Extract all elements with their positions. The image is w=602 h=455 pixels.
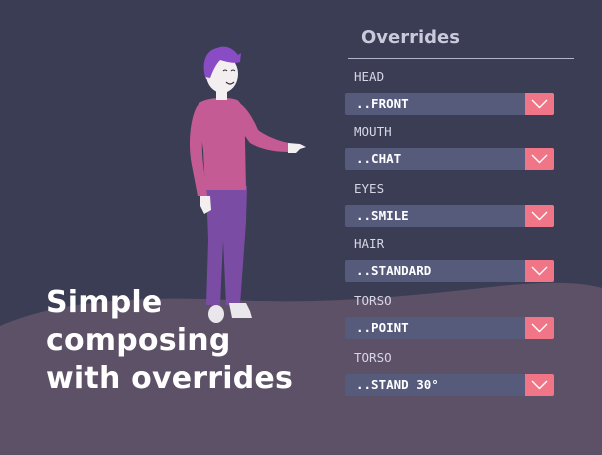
chevron-down-icon [531,211,548,221]
dropdown-button[interactable] [525,148,554,170]
chevron-down-icon [531,154,548,164]
chevron-down-icon [531,99,548,109]
shirt [198,97,246,190]
override-value: ..STAND 30° [356,377,439,392]
overrides-panel: Overrides HEAD ..FRONT MOUTH ..CHAT EYES… [344,0,580,455]
left-arm [189,104,207,196]
pants [206,186,247,305]
dropdown-button[interactable] [525,93,554,115]
mouth [225,81,235,85]
override-label-hair: HAIR [354,236,385,251]
override-select-hair[interactable]: ..STANDARD [345,260,554,282]
pointing-hand [288,143,306,153]
chevron-down-icon [531,323,548,333]
caption-line-3: with overrides [46,361,294,396]
dropdown-button[interactable] [525,260,554,282]
caption: Simple composing with overrides [46,284,293,398]
override-select-torso[interactable]: ..POINT [345,317,554,339]
dropdown-button[interactable] [525,205,554,227]
override-label-torso-stand: TORSO [354,350,392,365]
override-value: ..SMILE [356,208,409,223]
neck [216,86,227,100]
override-label-eyes: EYES [354,181,385,196]
dropdown-button[interactable] [525,317,554,339]
chevron-down-icon [531,266,548,276]
caption-line-2: composing [46,323,231,358]
right-arm [234,100,289,152]
eye-right [230,69,236,72]
chevron-down-icon [531,380,548,390]
left-shoe [208,305,224,323]
eye-left [222,69,228,72]
override-label-torso: TORSO [354,293,392,308]
override-select-mouth[interactable]: ..CHAT [345,148,554,170]
override-label-head: HEAD [354,69,385,84]
panel-divider [348,58,574,59]
hair [203,46,241,78]
right-shoe [229,303,252,318]
caption-line-1: Simple [46,285,163,320]
override-label-mouth: MOUTH [354,124,392,139]
panel-title: Overrides [361,27,460,48]
override-value: ..CHAT [356,151,402,166]
left-hand [200,196,211,214]
override-value: ..POINT [356,320,409,335]
override-value: ..STANDARD [356,263,432,278]
override-value: ..FRONT [356,96,409,111]
override-select-eyes[interactable]: ..SMILE [345,205,554,227]
override-select-head[interactable]: ..FRONT [345,93,554,115]
override-select-torso-stand[interactable]: ..STAND 30° [345,374,554,396]
dropdown-button[interactable] [525,374,554,396]
